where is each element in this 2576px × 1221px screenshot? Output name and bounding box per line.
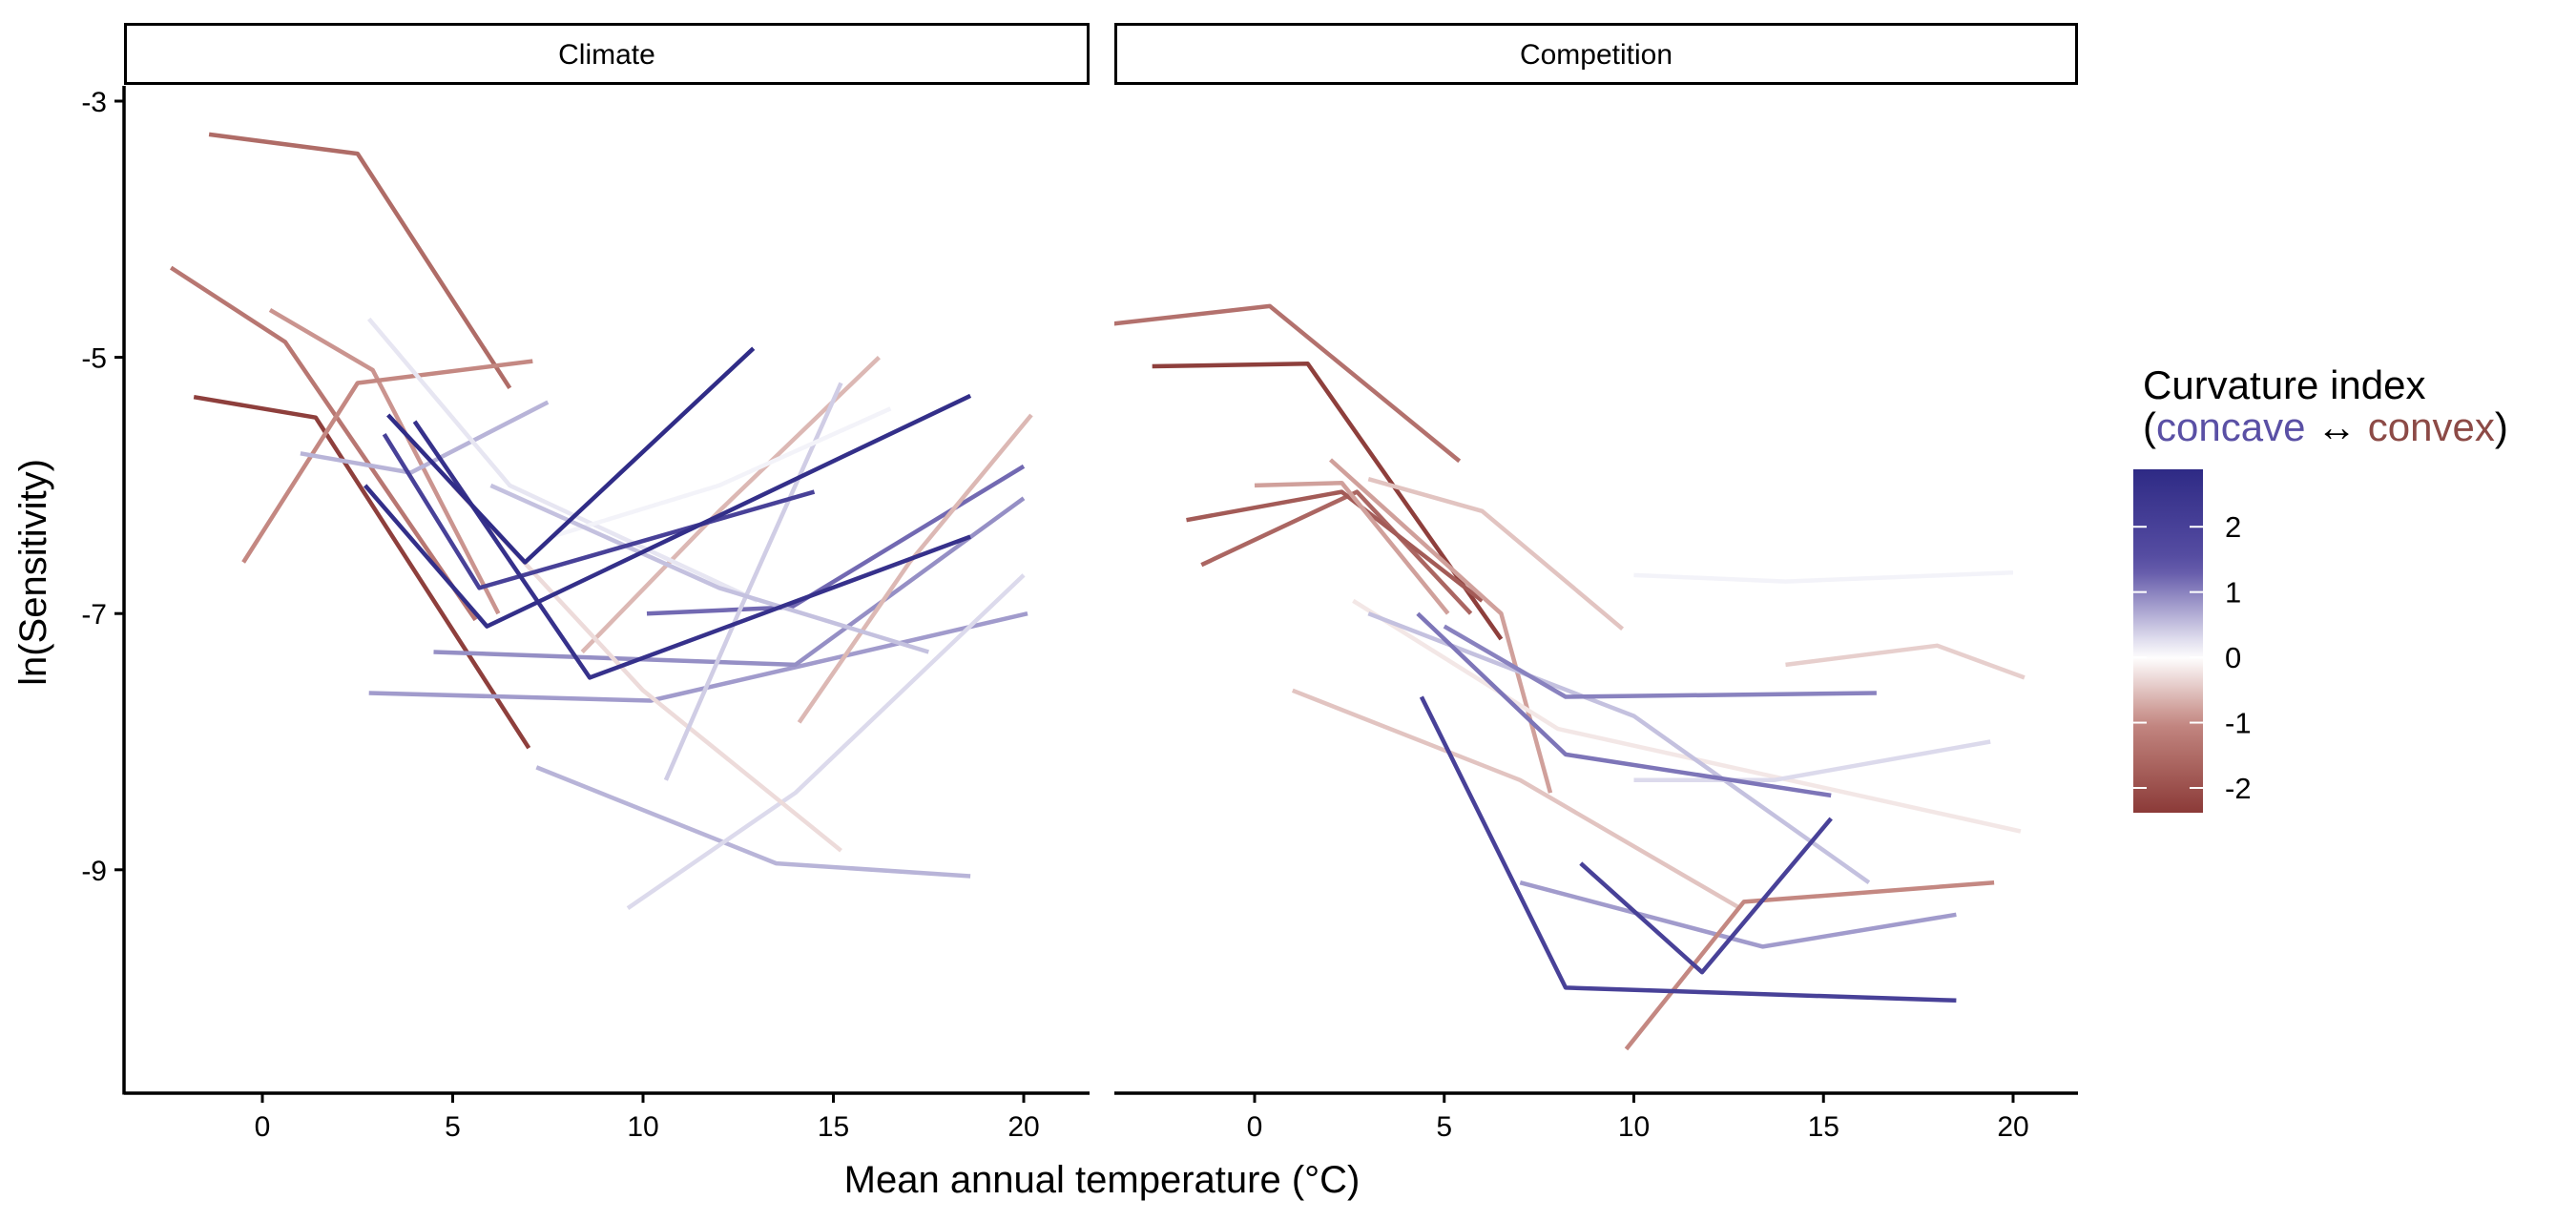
series-line <box>268 307 501 615</box>
series-line <box>193 394 531 750</box>
y-axis-label: ln(Sensitivity) <box>12 459 54 686</box>
colorbar-tick-label: 2 <box>2225 510 2241 544</box>
series-line <box>1443 624 1877 699</box>
series-line <box>1419 695 1957 1004</box>
x-tick-label: 15 <box>818 1111 849 1143</box>
y-tick-label: -9 <box>81 856 107 887</box>
facet-label: Competition <box>1520 39 1672 71</box>
legend-convex-label: convex <box>2368 404 2495 449</box>
colorbar-tick-label: -2 <box>2225 772 2252 805</box>
series-line <box>1785 643 2025 680</box>
series-line <box>1367 611 1871 885</box>
x-tick-label: 15 <box>1808 1111 1839 1143</box>
series-line <box>580 355 881 654</box>
colorbar-tick-label: 1 <box>2225 576 2241 610</box>
series-line <box>386 346 756 565</box>
y-tick-label: -5 <box>81 343 107 375</box>
x-axis-label: Mean annual temperature (°C) <box>844 1159 1361 1201</box>
series-line <box>1328 458 1553 794</box>
x-tick-label: 5 <box>1436 1111 1452 1143</box>
colorbar-tick-label: 0 <box>2225 641 2241 674</box>
series-line <box>1416 611 1832 798</box>
series-line <box>797 413 1033 724</box>
x-tick-label: 0 <box>255 1111 271 1143</box>
legend: Curvature index (concave ↔ convex) 2 1 0 -1… <box>2133 362 2508 813</box>
series-line <box>433 496 1026 668</box>
x-tick-label: 20 <box>1997 1111 2028 1143</box>
y-tick-label: -7 <box>81 599 107 631</box>
series-line <box>1352 598 2022 834</box>
series-line <box>663 382 843 781</box>
legend-subtitle: (concave ↔ convex) <box>2143 404 2508 449</box>
series-line <box>300 400 550 475</box>
x-tick-label: 20 <box>1008 1111 1039 1143</box>
legend-title: Curvature index <box>2143 362 2425 407</box>
series-line <box>169 265 478 622</box>
colorbar <box>2133 469 2203 813</box>
series-line <box>208 132 512 390</box>
y-tick-label: -3 <box>81 87 107 118</box>
facet-strip <box>1114 23 2078 85</box>
series-line <box>1291 688 1741 911</box>
colorbar-tick-label: -1 <box>2225 707 2252 740</box>
series-line <box>1624 880 1995 1051</box>
series-line <box>1114 303 1462 464</box>
x-tick-label: 0 <box>1247 1111 1263 1143</box>
x-tick-label: 5 <box>445 1111 461 1143</box>
series-line <box>382 433 816 590</box>
series-line <box>363 393 972 629</box>
facet-strip <box>124 23 1090 85</box>
panel-climate: Climate 0 5 10 15 20 -3 -5 -7 -9 <box>81 23 1090 1143</box>
series-line <box>1633 739 1991 783</box>
series-line <box>1519 880 1957 949</box>
series-line <box>626 573 1026 910</box>
facet-label: Climate <box>558 39 655 71</box>
series-line <box>1186 489 1484 603</box>
series-line <box>551 406 892 539</box>
series-line <box>366 317 758 603</box>
series-line <box>1254 480 1450 615</box>
series-line <box>241 359 533 564</box>
series-line <box>1152 362 1504 641</box>
series-line <box>1200 489 1473 615</box>
series-line <box>1579 817 1833 975</box>
series-line <box>1367 477 1625 631</box>
legend-concave-label: concave <box>2156 404 2305 449</box>
series-line <box>1633 569 2014 584</box>
x-tick-label: 10 <box>627 1111 658 1143</box>
series-line <box>489 483 929 654</box>
x-tick-label: 10 <box>1618 1111 1650 1143</box>
panel-competition: Competition 0 5 10 15 20 <box>1114 23 2078 1143</box>
series-line <box>535 765 971 879</box>
series-line <box>646 464 1026 616</box>
